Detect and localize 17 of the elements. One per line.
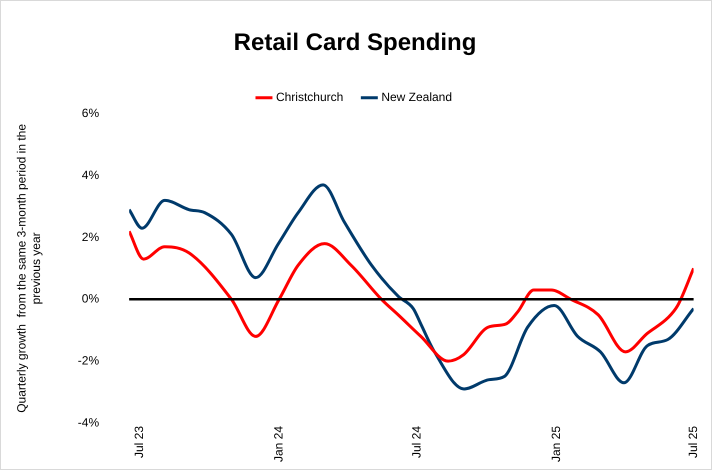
- y-tick-label: -2%: [78, 353, 100, 368]
- chart-title: Retail Card Spending: [234, 29, 476, 56]
- x-tick-label: Jan 24: [271, 426, 286, 462]
- legend-label: New Zealand: [381, 90, 452, 104]
- x-tick-label: Jul 23: [132, 426, 146, 458]
- y-tick-label: 0%: [82, 292, 100, 306]
- legend-label: Christchurch: [276, 90, 344, 104]
- y-axis-title: Quarterly growth from the same 3-month period in the previous year: [14, 124, 43, 413]
- x-tick-label: Jan 25: [548, 426, 563, 462]
- line-series: [129, 183, 694, 390]
- y-tick-label: -4%: [78, 415, 100, 430]
- x-tick-label: Jul 25: [686, 426, 700, 458]
- x-tick-label: Jul 24: [409, 426, 424, 458]
- line-series: [129, 230, 694, 363]
- y-tick-label: 6%: [82, 106, 100, 120]
- y-tick-label: 4%: [82, 168, 100, 182]
- y-tick-label: 2%: [82, 230, 100, 244]
